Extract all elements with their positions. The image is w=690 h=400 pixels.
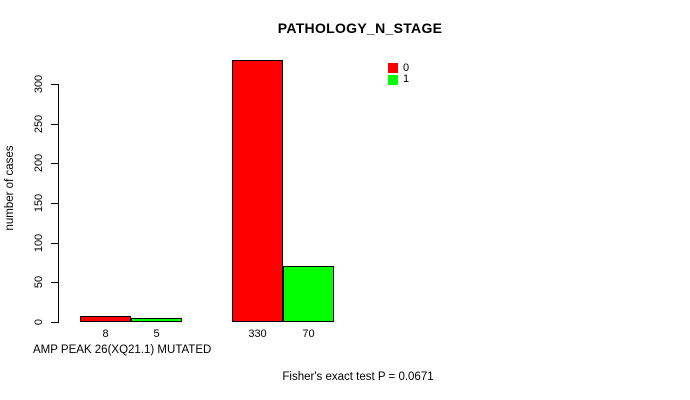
bar-0-group1 [80,316,131,322]
bar-1-group1 [131,318,182,322]
legend-item-0: 0 [388,61,410,74]
bar-value-label: 330 [248,328,267,340]
y-tick-label: 250 [33,114,45,134]
y-tick-mark [51,163,58,164]
fisher-test-annotation: Fisher's exact test P = 0.0671 [282,371,434,383]
y-tick-mark [51,322,58,323]
legend-item-1: 1 [388,73,410,85]
y-tick-mark [51,243,58,244]
x-axis-label: AMP PEAK 26(XQ21.1) MUTATED [33,344,212,356]
y-tick-label: 100 [33,233,45,253]
bar-0-group2 [232,60,283,322]
y-tick-label: 150 [33,193,45,213]
legend-label: 1 [403,73,410,85]
y-tick-mark [51,124,58,125]
legend-label: 0 [403,61,410,74]
bar-value-label: 70 [302,328,315,340]
legend-swatch [388,63,398,73]
chart-title: PATHOLOGY_N_STAGE [277,20,443,36]
y-tick-mark [51,282,58,283]
bar-1-group2 [283,266,334,322]
y-axis-label: number of cases [4,145,16,231]
y-tick-label: 200 [33,153,45,173]
y-tick-mark [51,203,58,204]
legend-swatch [388,74,398,85]
y-tick-label: 50 [33,275,45,289]
y-tick-label: 0 [33,318,45,326]
bar-value-label: 5 [153,328,160,340]
bar-value-label: 8 [102,328,109,340]
y-tick-mark [51,84,58,85]
y-axis-line [58,84,59,323]
y-tick-label: 300 [33,74,45,94]
